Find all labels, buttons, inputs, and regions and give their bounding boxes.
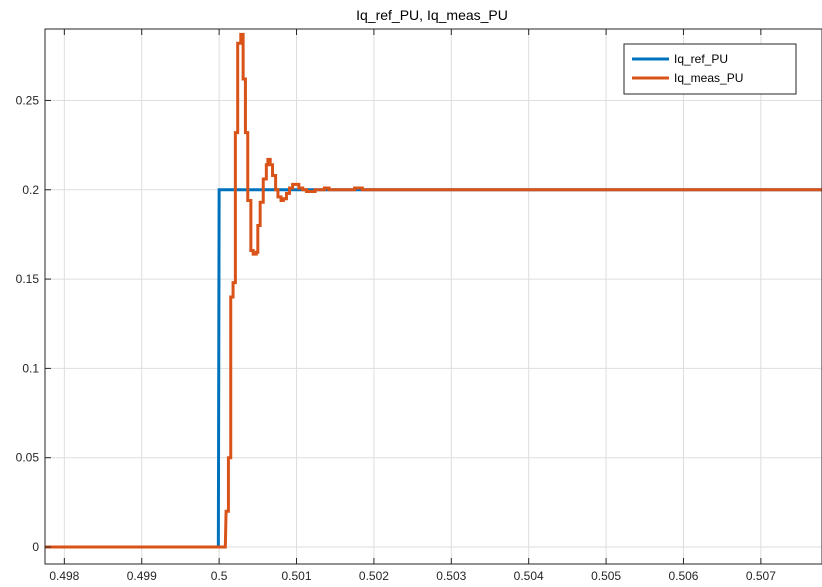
series-line-iq-meas-pu [45, 32, 822, 549]
series-layer [45, 32, 822, 549]
legend-label: Iq_ref_PU [674, 52, 728, 66]
x-tick-label: 0.501 [282, 569, 312, 583]
x-tick-label: 0.507 [746, 569, 776, 583]
y-tick-label: 0.15 [16, 272, 40, 286]
x-tick-label: 0.504 [514, 569, 544, 583]
y-tick-label: 0.05 [16, 451, 40, 465]
legend-label: Iq_meas_PU [674, 71, 743, 85]
y-tick-label: 0.1 [22, 361, 39, 375]
legend-box [623, 43, 797, 95]
x-tick-label: 0.498 [49, 569, 79, 583]
x-tick-label: 0.499 [127, 569, 157, 583]
y-tick-label: 0.25 [16, 93, 40, 107]
x-tick-label: 0.506 [668, 569, 698, 583]
x-tick-label: 0.503 [436, 569, 466, 583]
x-tick-label: 0.505 [591, 569, 621, 583]
chart-title: Iq_ref_PU, Iq_meas_PU [356, 7, 508, 23]
plot-area [45, 29, 822, 564]
y-tick-label: 0.2 [22, 183, 39, 197]
axis-ticks: 0.498 0.499 0.5 0.501 0.502 0.503 0.504 0.505 0.… [16, 29, 776, 583]
x-tick-label: 0.5 [211, 569, 228, 583]
plot-border [44, 28, 822, 565]
x-tick-label: 0.502 [359, 569, 389, 583]
y-tick-label: 0 [32, 540, 39, 554]
legend: Iq_ref_PU Iq_meas_PU [623, 43, 797, 95]
